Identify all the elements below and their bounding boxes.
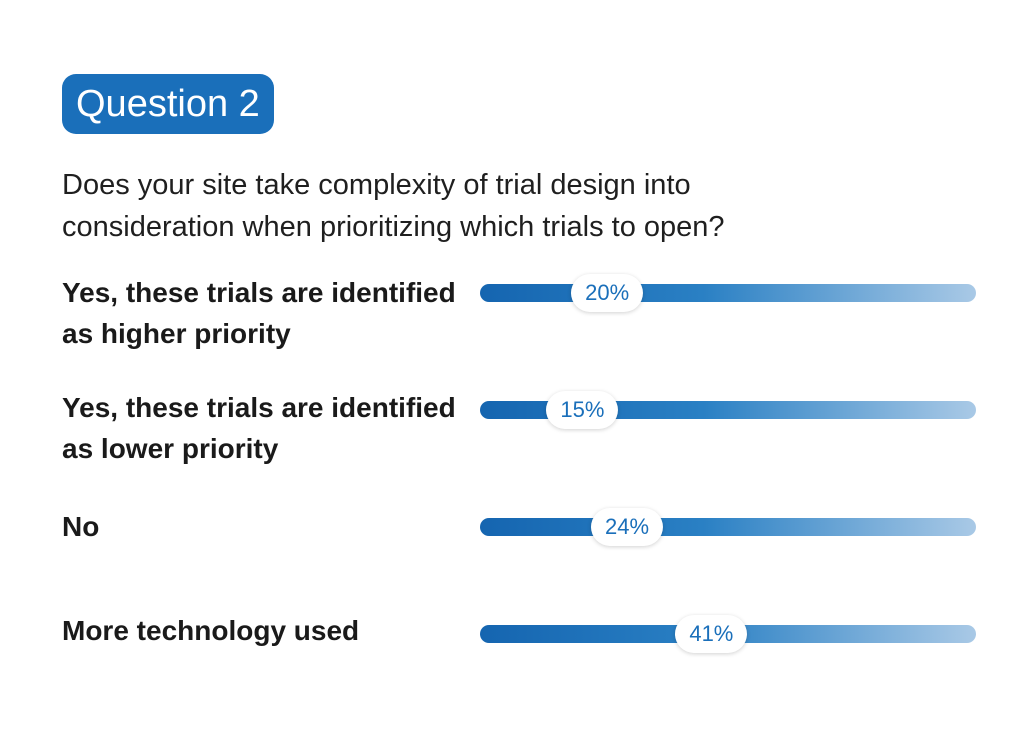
answer-label: Yes, these trials are identified as high… <box>62 277 456 349</box>
percent-label: 24% <box>591 508 664 546</box>
answer-label: More technology used <box>62 615 360 646</box>
answer-label: Yes, these trials are identified as lowe… <box>62 392 456 464</box>
question-text: Does your site take complexity of trial … <box>62 169 725 243</box>
answer-label: No <box>62 511 100 542</box>
answer-bar: 41% <box>480 615 976 653</box>
percent-label: 41% <box>675 615 748 653</box>
answer-bar: 24% <box>480 508 976 546</box>
percent-label: 15% <box>546 391 619 429</box>
answer-bar: 15% <box>480 391 976 429</box>
answer-bar: 20% <box>480 274 976 312</box>
percent-label: 20% <box>571 274 644 312</box>
question-badge: Question 2 <box>62 74 274 134</box>
